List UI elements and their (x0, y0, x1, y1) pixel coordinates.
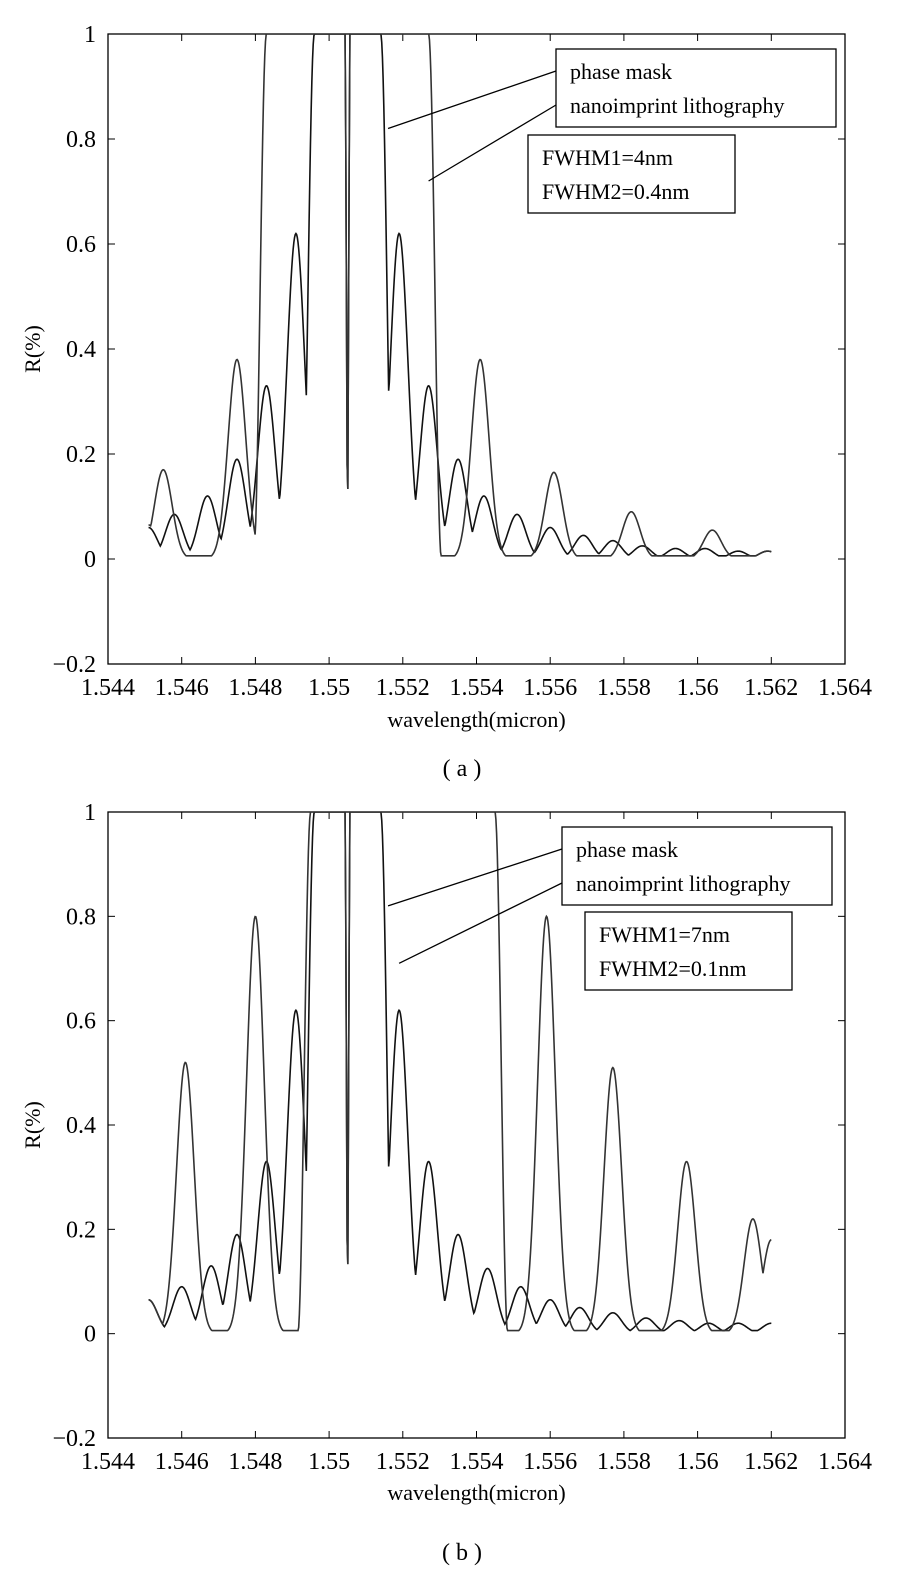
annotation-box (527, 134, 736, 214)
x-tick-label: 1.55 (308, 675, 350, 701)
legend-box (561, 826, 833, 906)
panel-caption: ( b ) (442, 1540, 482, 1566)
x-tick-label: 1.544 (81, 1449, 135, 1475)
x-tick-label: 1.552 (376, 1449, 430, 1475)
x-tick-label: 1.552 (376, 675, 430, 701)
annotation-text: FWHM1=4nm (542, 145, 673, 170)
annotation-text: FWHM2=0.1nm (599, 956, 746, 981)
legend-leader-line (387, 70, 557, 130)
y-tick-label: 0.6 (66, 232, 96, 258)
reflectance-chart-a: 1.544 1.546 1.548 1.55 1.552 1.554 1.556 1.558 1… (20, 22, 872, 732)
x-tick-label: 1.546 (155, 675, 209, 701)
legend-entry: nanoimprint lithography (570, 93, 784, 118)
annotation-text: FWHM2=0.4nm (542, 179, 689, 204)
y-tick-label: 1 (84, 22, 96, 48)
y-tick-label: 0.2 (66, 1217, 96, 1243)
x-tick-label: 1.564 (818, 675, 872, 701)
x-tick-label: 1.558 (597, 675, 651, 701)
series-line-nanoimprint (148, 812, 772, 1332)
y-tick-label: 0.6 (66, 1009, 96, 1035)
x-tick-label: 1.554 (450, 675, 504, 701)
x-axis-label: wavelength(micron) (387, 1480, 565, 1505)
y-tick-label: 0.4 (66, 337, 96, 363)
x-tick-label: 1.548 (228, 1449, 282, 1475)
reflectance-chart-b: 1.544 1.546 1.548 1.55 1.552 1.554 1.556 1.558 1… (20, 800, 872, 1505)
y-axis-label: R(%) (20, 325, 45, 373)
series-line-nanoimprint (148, 34, 772, 557)
annotation-box (584, 911, 793, 991)
x-tick-label: 1.544 (81, 675, 135, 701)
panel-caption: ( a ) (442, 756, 482, 782)
legend-box (555, 48, 837, 128)
legend-leader-line (387, 848, 563, 907)
y-tick-label: 0 (84, 1322, 96, 1348)
x-tick-label: 1.564 (818, 1449, 872, 1475)
x-tick-label: 1.558 (597, 1449, 651, 1475)
y-axis-label: R(%) (20, 1101, 45, 1149)
legend-leader-line (398, 882, 563, 964)
x-axis-label: wavelength(micron) (387, 707, 565, 732)
x-tick-label: 1.548 (228, 675, 282, 701)
y-tick-label: 0.8 (66, 127, 96, 153)
x-tick-label: 1.556 (523, 1449, 577, 1475)
y-tick-label: −0.2 (52, 652, 96, 678)
x-tick-label: 1.556 (523, 675, 577, 701)
plot-frame (107, 811, 846, 1439)
y-tick-label: 0.4 (66, 1113, 96, 1139)
x-tick-label: 1.546 (155, 1449, 209, 1475)
legend-entry: phase mask (570, 59, 672, 84)
y-tick-label: 1 (84, 800, 96, 826)
legend-entry: nanoimprint lithography (576, 871, 790, 896)
plot-frame (107, 33, 846, 665)
y-tick-label: 0 (84, 547, 96, 573)
series-line-phase-mask (148, 812, 772, 1332)
y-tick-label: 0.2 (66, 442, 96, 468)
chart-panel-b: 1.544 1.546 1.548 1.55 1.552 1.554 1.556 1.558 1… (0, 792, 924, 1584)
x-tick-label: 1.562 (744, 675, 798, 701)
x-tick-label: 1.562 (744, 1449, 798, 1475)
x-tick-label: 1.56 (677, 675, 719, 701)
legend-entry: phase mask (576, 837, 678, 862)
legend-leader-line (428, 104, 557, 182)
x-tick-label: 1.554 (450, 1449, 504, 1475)
x-tick-label: 1.56 (677, 1449, 719, 1475)
y-tick-label: −0.2 (52, 1426, 96, 1452)
y-tick-label: 0.8 (66, 904, 96, 930)
annotation-text: FWHM1=7nm (599, 922, 730, 947)
chart-panel-a: 1.544 1.546 1.548 1.55 1.552 1.554 1.556 1.558 1… (0, 0, 924, 790)
x-tick-label: 1.55 (308, 1449, 350, 1475)
